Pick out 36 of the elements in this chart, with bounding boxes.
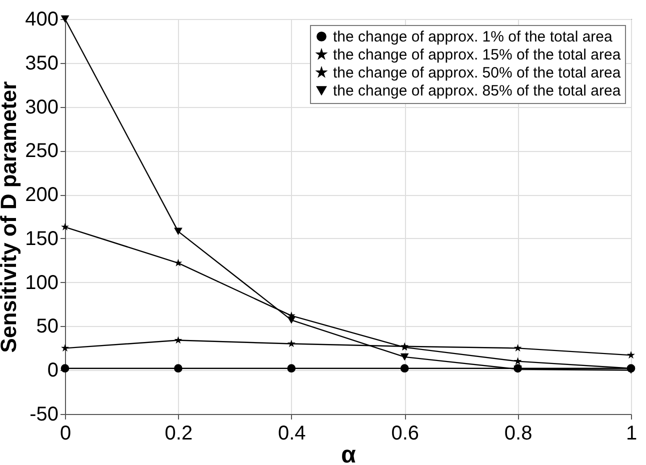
point bbox=[174, 336, 182, 344]
y-tick-label: 100 bbox=[25, 272, 58, 294]
point bbox=[60, 364, 70, 373]
point bbox=[174, 364, 182, 373]
legend-label: the change of approx. 15% of the total area bbox=[333, 46, 622, 64]
x-axis-title: α bbox=[341, 442, 356, 465]
y-tick-label: 200 bbox=[25, 184, 58, 206]
y-tick-label: 150 bbox=[25, 228, 58, 250]
x-tick-label: 0.6 bbox=[391, 422, 420, 444]
point bbox=[174, 258, 182, 266]
point bbox=[61, 222, 69, 230]
point bbox=[400, 353, 409, 361]
point bbox=[514, 357, 522, 365]
point bbox=[400, 364, 409, 373]
y-tick-label: 50 bbox=[36, 316, 58, 338]
y-tick-label: 0 bbox=[47, 360, 58, 382]
y-tick-label: 400 bbox=[25, 8, 58, 30]
point bbox=[627, 351, 635, 359]
legend-label: the change of approx. 50% of the total area bbox=[333, 64, 622, 82]
y-tick-label: 300 bbox=[25, 96, 58, 118]
y-tick-label: -50 bbox=[30, 404, 58, 426]
point bbox=[287, 364, 296, 373]
x-tick-label: 0.8 bbox=[504, 422, 532, 444]
point bbox=[287, 340, 296, 348]
point bbox=[514, 344, 522, 352]
y-tick-label: 350 bbox=[25, 52, 58, 74]
point bbox=[61, 344, 69, 352]
y-axis-title: Sensitivity of D parameter bbox=[0, 80, 22, 353]
x-tick-label: 1 bbox=[626, 422, 638, 444]
x-tick-label: 0.4 bbox=[278, 422, 306, 444]
y-tick-label: 250 bbox=[25, 140, 58, 162]
legend-label: the change of approx. 85% of the total area bbox=[333, 82, 622, 100]
point bbox=[174, 228, 182, 236]
point bbox=[287, 316, 296, 324]
legend-label: the change of approx. 1% of the total area bbox=[333, 28, 614, 46]
x-tick-label: 0.2 bbox=[164, 422, 193, 444]
